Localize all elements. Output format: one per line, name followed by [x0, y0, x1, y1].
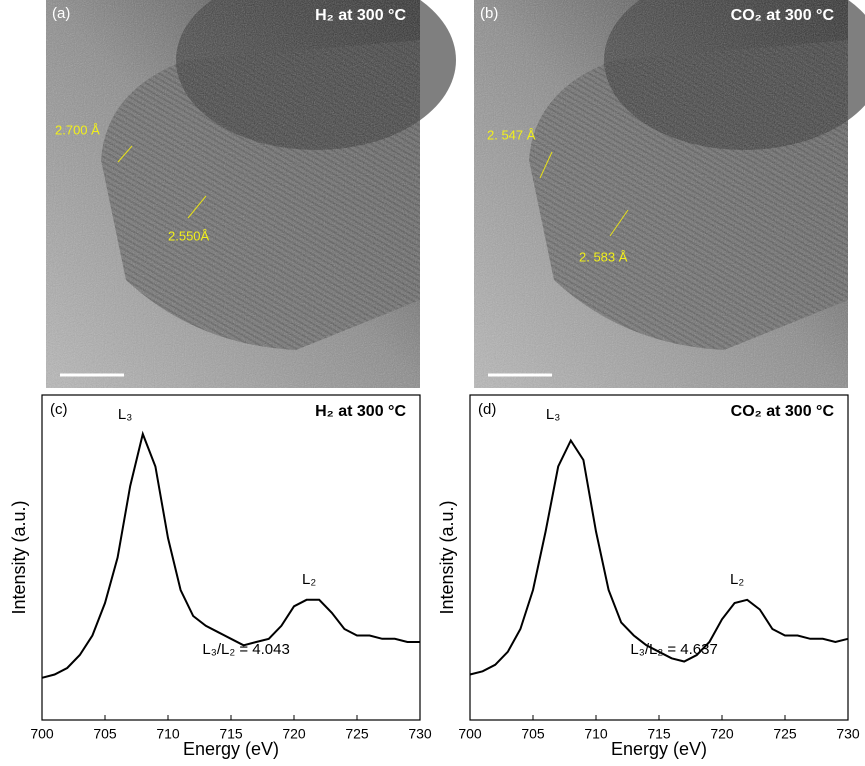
x-tick-label: 720 [282, 726, 306, 742]
x-tick-label: 720 [710, 726, 734, 742]
lattice-marker [187, 195, 207, 219]
lattice-spacing: 2.700 Å [55, 122, 100, 137]
plot-frame [469, 394, 849, 721]
panel-label: (c) [50, 401, 68, 418]
panel-label: (d) [478, 401, 496, 418]
annotation: L₂ [730, 571, 744, 588]
x-tick-label: 730 [408, 726, 432, 742]
x-axis-label: Energy (eV) [183, 739, 279, 759]
x-tick-label: 700 [30, 726, 54, 742]
x-tick-label: 715 [647, 726, 671, 742]
condition-label: CO₂ at 300 °C [731, 403, 835, 420]
x-tick-label: 705 [93, 726, 117, 742]
tem-image: (a) H₂ at 300 °C 2.700 Å 2.550Å [46, 0, 456, 388]
spectrum-line [469, 438, 849, 676]
x-tick-label: 705 [521, 726, 545, 742]
noise [474, 0, 848, 388]
x-tick-label: 700 [458, 726, 482, 742]
x-tick-label: 730 [836, 726, 860, 742]
tem-image: (b) CO₂ at 300 °C 2. 547 Å 2. 583 Å [474, 0, 865, 388]
annotation: L₃/L₂ = 4.043 [202, 641, 289, 658]
x-tick-label: 725 [345, 726, 369, 742]
lattice-spacing: 2.550Å [168, 228, 210, 243]
annotation: L₂ [302, 571, 316, 588]
annotation: L₃ [118, 406, 132, 423]
y-axis-label: Intensity (a.u.) [9, 500, 29, 614]
annotation: L₃ [546, 406, 560, 423]
x-axis-label: Energy (eV) [611, 739, 707, 759]
panel-label: (b) [480, 5, 498, 22]
x-tick-label: 710 [156, 726, 180, 742]
condition-label: H₂ at 300 °C [315, 403, 406, 420]
lattice-marker [609, 209, 629, 237]
lattice-marker [117, 145, 133, 163]
noise [46, 0, 420, 388]
panel-label: (a) [52, 5, 70, 22]
plot-frame [41, 394, 421, 721]
condition-label: CO₂ at 300 °C [731, 7, 835, 24]
lattice-spacing: 2. 583 Å [579, 249, 628, 264]
spectrum-line [41, 430, 420, 679]
lattice-spacing: 2. 547 Å [487, 127, 536, 142]
annotation: L₃/L₂ = 4.637 [630, 641, 717, 658]
condition-label: H₂ at 300 °C [315, 7, 406, 24]
x-tick-label: 715 [219, 726, 243, 742]
lattice-marker [539, 151, 553, 179]
x-tick-label: 725 [773, 726, 797, 742]
y-axis-label: Intensity (a.u.) [437, 500, 457, 614]
x-tick-label: 710 [584, 726, 608, 742]
